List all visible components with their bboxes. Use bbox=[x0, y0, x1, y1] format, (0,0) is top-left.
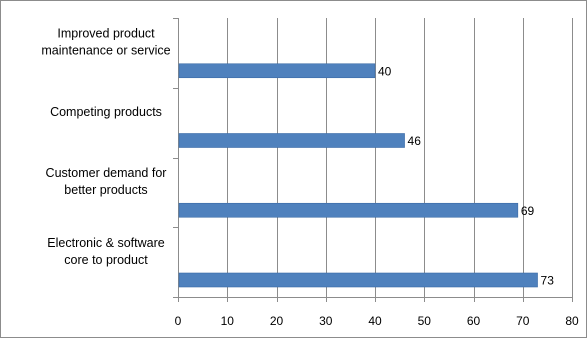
labels: 0 10 20 30 40 50 60 70 80 40 Improved product maint… bbox=[41, 27, 579, 329]
category-label: Customer demand for bbox=[46, 166, 167, 180]
x-tick-label: 10 bbox=[221, 314, 235, 328]
data-label: 73 bbox=[541, 274, 555, 288]
x-tick-label: 80 bbox=[565, 314, 579, 328]
x-tick-label: 30 bbox=[319, 314, 333, 328]
category-label: Competing products bbox=[50, 105, 162, 119]
category-label: Improved product bbox=[57, 27, 155, 41]
bars bbox=[178, 63, 538, 288]
bar-0 bbox=[178, 63, 376, 79]
x-tick-label: 20 bbox=[270, 314, 284, 328]
category-label: Electronic & software bbox=[47, 236, 164, 250]
bar-3 bbox=[178, 272, 538, 288]
x-tick-label: 50 bbox=[418, 314, 432, 328]
bar-2 bbox=[178, 202, 519, 218]
category-label: core to product bbox=[64, 253, 148, 267]
data-label: 40 bbox=[378, 64, 392, 78]
x-tick-label: 40 bbox=[368, 314, 382, 328]
category-label: maintenance or service bbox=[41, 44, 170, 58]
axes bbox=[173, 18, 573, 302]
x-tick-label: 60 bbox=[467, 314, 481, 328]
x-tick-label: 0 bbox=[175, 314, 182, 328]
data-label: 69 bbox=[521, 204, 535, 218]
category-label: better products bbox=[64, 183, 147, 197]
x-tick-label: 70 bbox=[516, 314, 530, 328]
bar-1 bbox=[178, 133, 405, 148]
data-label: 46 bbox=[408, 134, 422, 148]
